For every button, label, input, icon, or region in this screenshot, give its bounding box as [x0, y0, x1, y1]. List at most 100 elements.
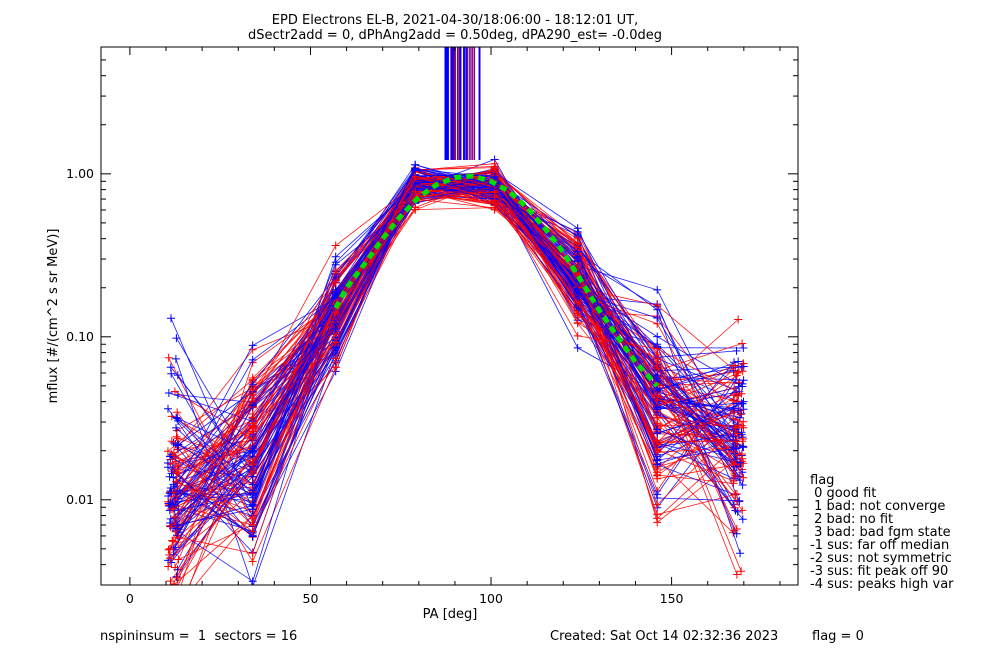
data-point — [331, 266, 340, 275]
data-point — [653, 403, 662, 412]
data-point — [653, 456, 662, 465]
data-point — [172, 432, 181, 441]
spectrum-trace — [170, 176, 742, 572]
data-point — [248, 527, 257, 536]
y-tick-label: 1.00 — [66, 166, 94, 181]
data-point — [168, 505, 177, 514]
data-point — [573, 285, 582, 294]
data-point — [733, 397, 742, 406]
data-point — [729, 443, 738, 452]
data-point — [738, 339, 747, 348]
spectrum-trace — [167, 190, 736, 567]
data-point — [734, 357, 743, 366]
data-point — [248, 514, 257, 523]
data-point — [739, 344, 748, 352]
data-point — [736, 458, 744, 467]
plot-frame — [100, 46, 799, 586]
spectrum-trace — [173, 188, 735, 493]
data-point — [731, 423, 740, 432]
data-point — [169, 537, 178, 546]
data-point — [653, 314, 662, 322]
data-point — [653, 386, 662, 395]
data-point — [573, 311, 582, 320]
data-layer — [163, 47, 748, 621]
data-point — [732, 525, 741, 533]
data-point — [730, 460, 739, 469]
chart-subtitle: dSectr2add = 0, dPhAng2add = 0.50deg, dP… — [248, 28, 662, 43]
data-point — [729, 432, 738, 441]
data-point — [168, 536, 177, 545]
data-point — [411, 187, 420, 196]
data-point — [164, 404, 172, 413]
legend-entry: 2 bad: no fit — [810, 512, 893, 527]
spectrum-trace — [168, 189, 741, 506]
data-point — [248, 419, 257, 428]
y-tick-label: 0.01 — [66, 492, 94, 507]
data-point — [168, 593, 176, 601]
x-tick-label: 50 — [303, 591, 319, 606]
data-point — [573, 247, 582, 256]
data-point — [653, 474, 662, 483]
data-point — [732, 570, 741, 579]
legend-entry: 3 bad: bad fgm state — [810, 525, 951, 540]
data-point — [737, 389, 746, 398]
data-point — [248, 401, 257, 410]
data-point — [573, 343, 582, 352]
data-point — [170, 513, 178, 521]
legend-entry: -4 sus: peaks high var — [810, 577, 954, 592]
data-point — [171, 354, 180, 363]
data-point — [738, 515, 747, 524]
data-point — [171, 543, 180, 552]
data-point — [248, 489, 257, 498]
data-point — [165, 613, 173, 621]
data-point — [169, 488, 178, 497]
spectrum-trace — [174, 192, 743, 501]
spectrum-trace — [178, 190, 742, 554]
footer-spin-info: nspininsum = 1 sectors = 16 — [100, 629, 297, 644]
data-point — [730, 503, 739, 512]
spectrum-trace — [174, 181, 738, 568]
spectrum-trace — [173, 176, 735, 518]
data-point — [734, 406, 743, 415]
data-point — [248, 448, 257, 457]
data-point — [573, 318, 582, 327]
data-point — [738, 437, 747, 446]
median-fit-line — [333, 173, 660, 388]
data-point — [736, 549, 745, 558]
data-point — [653, 301, 662, 310]
data-point — [172, 477, 181, 486]
data-point — [248, 380, 257, 389]
data-point — [166, 452, 175, 461]
data-point — [173, 573, 182, 582]
data-point — [737, 567, 746, 576]
data-point — [164, 463, 172, 472]
data-point — [653, 374, 662, 383]
data-point — [171, 582, 173, 585]
data-point — [731, 472, 740, 481]
data-point — [248, 557, 257, 566]
data-point — [170, 387, 179, 396]
spectrum-trace — [169, 187, 743, 507]
data-point — [248, 394, 257, 403]
data-point — [733, 369, 742, 377]
data-point — [164, 562, 173, 571]
x-tick-label: 100 — [479, 591, 503, 606]
data-point — [172, 413, 181, 422]
data-point — [331, 308, 340, 317]
data-point — [490, 196, 499, 205]
data-point — [490, 188, 499, 197]
data-point — [164, 389, 173, 397]
spectrum-trace — [170, 185, 739, 511]
data-point — [248, 577, 257, 585]
data-point — [653, 285, 662, 294]
data-point — [653, 448, 662, 457]
data-point — [166, 363, 175, 372]
data-point — [653, 425, 662, 434]
spectrum-trace — [177, 171, 734, 468]
footer-created: Created: Sat Oct 14 02:32:36 2023 — [550, 629, 778, 644]
spectrum-trace — [175, 171, 743, 531]
data-point — [653, 354, 662, 363]
data-point — [737, 362, 746, 371]
data-point — [573, 331, 582, 340]
